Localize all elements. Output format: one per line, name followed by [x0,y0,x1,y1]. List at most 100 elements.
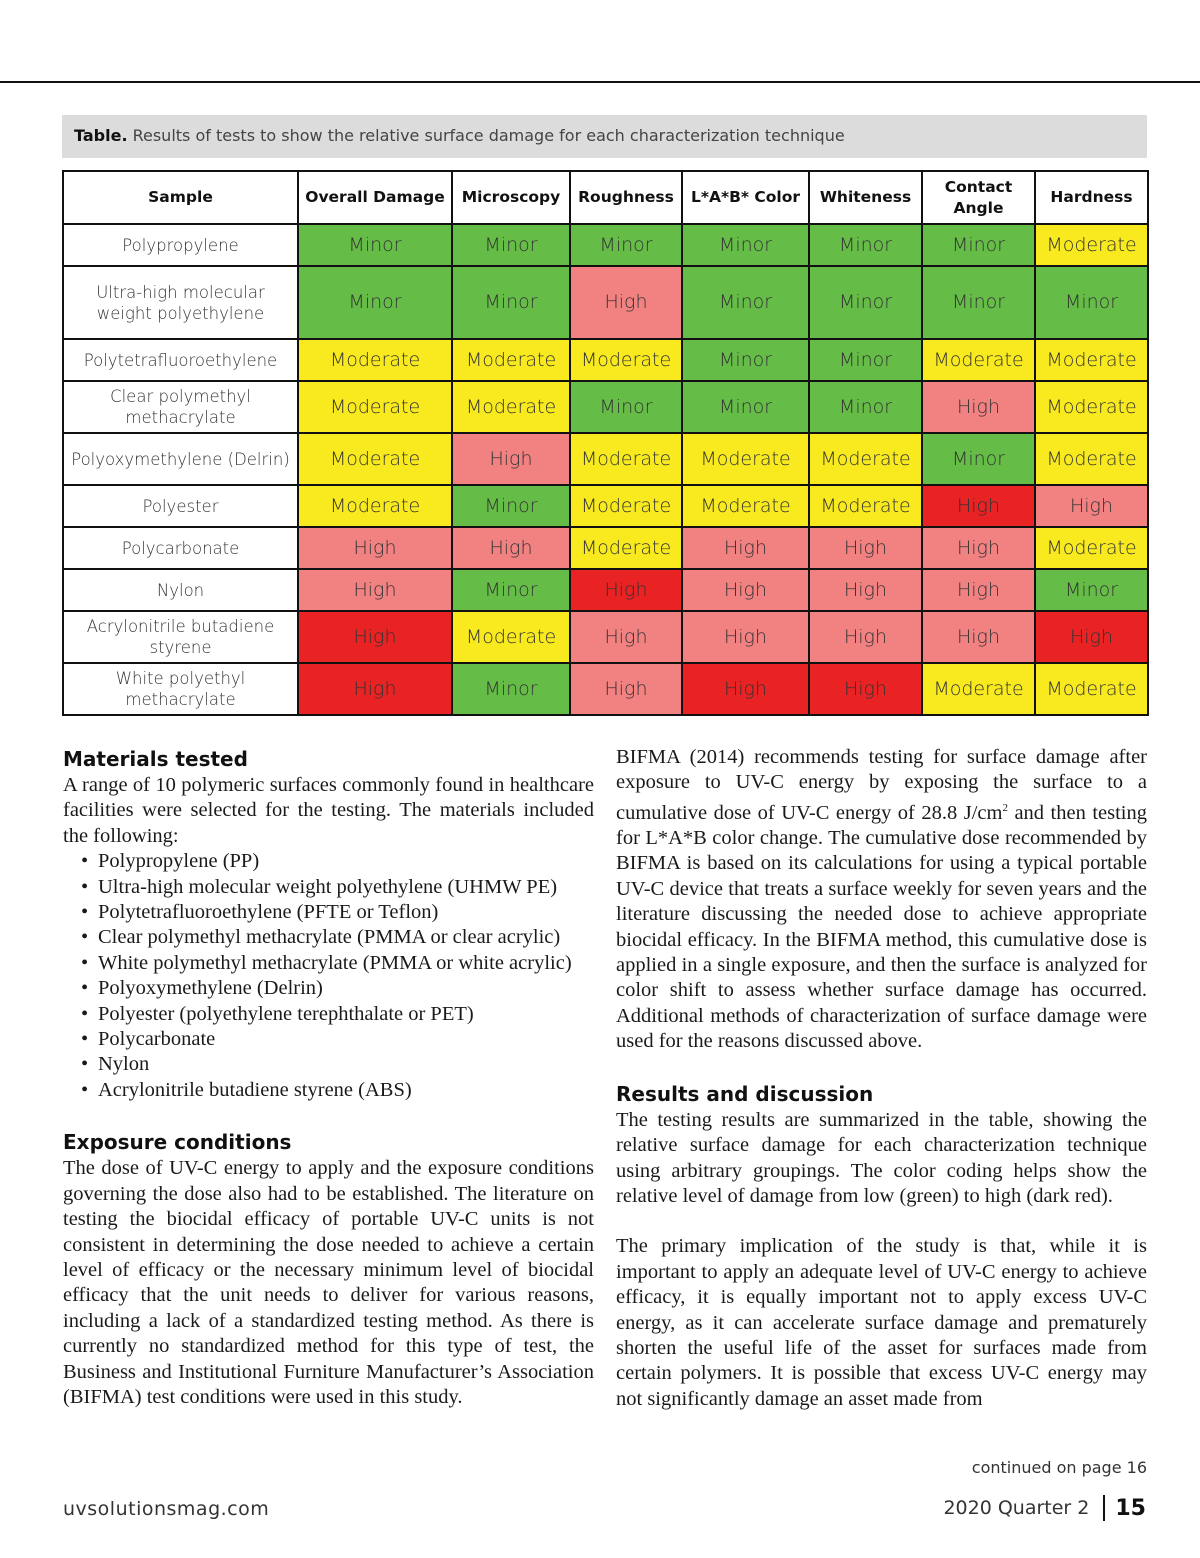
damage-cell-minor: Minor [451,662,571,716]
materials-intro: A range of 10 polymeric surfaces commonl… [63,774,594,847]
damage-cell-high: High [569,610,683,664]
footer-issue-block: 2020 Quarter 2 15 [943,1495,1146,1521]
damage-cell-high: High [451,526,571,570]
damage-cell-high-dark: High [808,662,923,716]
table-row: Ultra-high molecular weight polyethylene… [62,265,1149,340]
damage-cell-minor: Minor [451,223,571,267]
list-item: Polyoxymethylene (Delrin) [81,976,594,1002]
sample-name-cell: Ultra-high molecular weight polyethylene [62,265,299,340]
sample-name-cell: Nylon [62,568,299,612]
damage-cell-moderate: Moderate [1034,223,1149,267]
damage-cell-moderate: Moderate [808,484,923,528]
sample-name-cell: Polyoxymethylene (Delrin) [62,432,299,486]
damage-cell-minor: Minor [921,223,1036,267]
list-item: Polypropylene (PP) [81,849,594,875]
column-header: Microscopy [451,170,571,225]
exposure-heading: Exposure conditions [63,1130,292,1155]
damage-cell-moderate: Moderate [1034,526,1149,570]
damage-cell-moderate: Moderate [921,338,1036,382]
damage-cell-high: High [808,568,923,612]
damage-cell-minor: Minor [681,380,810,434]
sample-name-cell: Polycarbonate [62,526,299,570]
table-body: Polypropylene Minor Minor Minor Minor Minor Mi… [62,223,1149,716]
caption-label: Table. [74,126,128,145]
list-item: Ultra-high molecular weight polyethylene… [81,875,594,901]
damage-cell-high: High [451,432,571,486]
damage-cell-high-dark: High [569,568,683,612]
damage-cell-high-dark: High [681,662,810,716]
damage-cell-moderate: Moderate [681,484,810,528]
table-row: Polypropylene Minor Minor Minor Minor Minor Mi… [62,223,1149,267]
damage-cell-minor: Minor [808,265,923,340]
results-table: Sample Overall Damage Microscopy Roughness L… [62,170,1149,716]
damage-cell-high: High [921,610,1036,664]
table-row: Clear polymethyl methacrylate Moderate Mod… [62,380,1149,434]
damage-cell-moderate: Moderate [297,432,453,486]
table-caption: Table. Results of tests to show the rela… [62,115,1147,158]
list-item: Nylon [81,1052,594,1078]
damage-cell-moderate: Moderate [808,432,923,486]
bifma-text-after: and then testing for L*A*B color change.… [616,801,1147,1053]
bifma-text-before: BIFMA (2014) recommends testing for surf… [616,746,1147,824]
footer-issue: 2020 Quarter 2 [943,1497,1090,1519]
damage-cell-moderate: Moderate [569,484,683,528]
damage-cell-minor: Minor [569,380,683,434]
damage-cell-moderate: Moderate [569,432,683,486]
table-row: White polyethyl methacrylate High Minor Hig… [62,662,1149,716]
sample-name-cell: White polyethyl methacrylate [62,662,299,716]
damage-cell-minor: Minor [921,265,1036,340]
list-item: Acrylonitrile butadiene styrene (ABS) [81,1078,594,1104]
damage-cell-moderate: Moderate [297,484,453,528]
damage-cell-minor: Minor [681,223,810,267]
damage-cell-minor: Minor [569,223,683,267]
damage-cell-high: High [1034,484,1149,528]
results-paragraph: The testing results are summarized in th… [616,1108,1147,1207]
damage-cell-high: High [808,610,923,664]
damage-cell-minor: Minor [808,223,923,267]
list-item: Polytetrafluoroethylene (PFTE or Teflon) [81,900,594,926]
materials-list: Polypropylene (PP)Ultra-high molecular w… [63,849,594,1103]
damage-cell-minor: Minor [297,265,453,340]
sample-name-cell: Polyester [62,484,299,528]
damage-cell-moderate: Moderate [1034,432,1149,486]
damage-cell-moderate: Moderate [297,380,453,434]
damage-cell-high: High [569,662,683,716]
damage-cell-high-dark: High [297,610,453,664]
damage-cell-moderate: Moderate [451,338,571,382]
sample-name-cell: Acrylonitrile butadiene styrene [62,610,299,664]
continued-note: continued on page 16 [971,1458,1147,1477]
implication-paragraph: The primary implication of the study is … [616,1235,1147,1410]
damage-cell-high: High [921,380,1036,434]
damage-cell-minor: Minor [921,432,1036,486]
damage-cell-high: High [297,526,453,570]
damage-cell-minor: Minor [451,265,571,340]
damage-cell-high: High [681,526,810,570]
table-row: Polyester Moderate Minor Moderate Moderate Mo… [62,484,1149,528]
damage-cell-high: High [921,568,1036,612]
damage-cell-minor: Minor [1034,568,1149,612]
damage-cell-moderate: Moderate [1034,338,1149,382]
damage-cell-moderate: Moderate [569,526,683,570]
left-column: Materials tested A range of 10 polymeric… [63,745,594,1410]
damage-cell-minor: Minor [681,338,810,382]
damage-cell-moderate: Moderate [569,338,683,382]
table-row: Polyoxymethylene (Delrin) Moderate High Mod… [62,432,1149,486]
bifma-superscript: 2 [1002,801,1008,814]
damage-cell-minor: Minor [681,265,810,340]
damage-cell-high: High [569,265,683,340]
damage-cell-high: High [921,526,1036,570]
page-number: 15 [1115,1495,1146,1521]
damage-cell-moderate: Moderate [921,662,1036,716]
column-header: Contact Angle [921,170,1036,225]
damage-cell-high: High [297,568,453,612]
results-heading: Results and discussion [616,1081,874,1106]
table-row: Nylon High Minor High High High High Minor [62,568,1149,612]
sample-name-cell: Clear polymethyl methacrylate [62,380,299,434]
column-header: L*A*B* Color [681,170,810,225]
table-row: Acrylonitrile butadiene styrene High Moder… [62,610,1149,664]
damage-cell-minor: Minor [451,484,571,528]
sample-name-cell: Polytetrafluoroethylene [62,338,299,382]
damage-cell-minor: Minor [451,568,571,612]
column-header: Whiteness [808,170,923,225]
damage-cell-moderate: Moderate [681,432,810,486]
